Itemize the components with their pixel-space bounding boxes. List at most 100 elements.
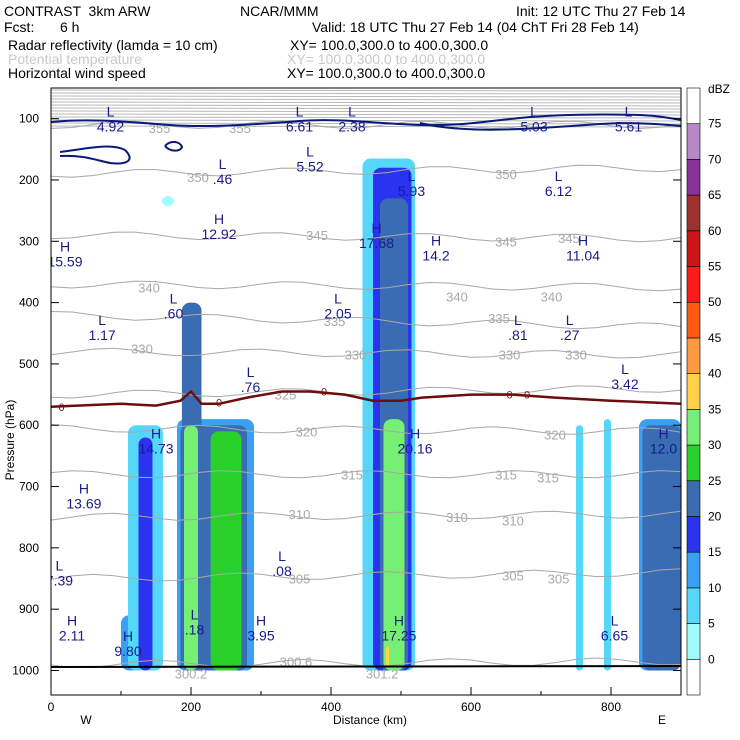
extremum-value: 3.42	[611, 376, 638, 392]
theta-contour-340	[51, 280, 681, 292]
theta-label: 310	[502, 513, 524, 528]
theta-contour-310	[51, 510, 681, 521]
extremum-value: 13.69	[66, 496, 101, 512]
extremum-value: 14.2	[422, 247, 449, 263]
colorbar-swatch	[686, 409, 701, 446]
colorbar-swatch	[686, 337, 701, 374]
extremum-value: 5.93	[398, 183, 425, 199]
high-marker: H	[123, 628, 133, 644]
theta-label: 340	[446, 289, 468, 304]
reflectivity-cell-30dbz	[383, 419, 405, 671]
y-tick-label: 800	[19, 541, 39, 555]
low-marker: L	[625, 104, 633, 120]
wind-zero-label: 0	[506, 390, 512, 402]
theta-label: 345	[558, 231, 580, 246]
theta-label: 345	[495, 234, 517, 249]
field1-name: Radar reflectivity (lamda = 10 cm)	[8, 37, 218, 53]
extremum-value: 12.0	[650, 441, 677, 457]
y-tick-label: 100	[19, 112, 39, 126]
extremum-value: 17.25	[381, 628, 416, 644]
extremum-value: 17.68	[359, 235, 394, 251]
theta-contour-325	[51, 385, 681, 399]
low-marker: L	[306, 144, 314, 160]
colorbar-label: 10	[708, 581, 722, 595]
extremum-value: .46	[213, 171, 233, 187]
theta-label: 320	[296, 424, 318, 439]
valid-time: Valid: 18 UTC Thu 27 Feb 14 (04 ChT Fri …	[312, 19, 639, 35]
theta-label: 350	[495, 167, 517, 182]
wind-zero-label: 0	[58, 402, 64, 414]
high-marker: H	[658, 426, 668, 442]
colorbar-label: 45	[708, 331, 722, 345]
hatch-line	[51, 89, 681, 92]
y-tick-label: 600	[19, 418, 39, 432]
low-marker: L	[514, 312, 522, 328]
colorbar-label: 40	[708, 367, 722, 381]
theta-label: 300.2	[175, 667, 208, 682]
field3-xy: XY= 100.0,300.0 to 400.0,300.0	[287, 65, 486, 81]
high-marker: H	[394, 613, 404, 629]
colorbar: 0 5 10 15 20 25 30 35 40 45 50 55 60 65 70 75	[686, 87, 722, 696]
extremum-value: .27	[560, 327, 580, 343]
reflectivity-cell-5dbz	[576, 425, 583, 671]
extremum-value: .81	[508, 327, 528, 343]
theta-label: 300.6	[280, 654, 313, 669]
colorbar-swatch	[686, 159, 701, 196]
theta-label: 335	[324, 314, 346, 329]
colorbar-label: 15	[708, 545, 722, 559]
theta-label: 305	[502, 568, 524, 583]
fcst-value: 6 h	[60, 19, 80, 35]
low-marker: L	[566, 312, 574, 328]
wind-contour-loop-left	[59, 145, 131, 165]
wind-contour-upper	[51, 113, 681, 128]
colorbar-label: 60	[708, 224, 722, 238]
low-marker: L	[530, 104, 538, 120]
theta-label: 310	[446, 510, 468, 525]
colorbar-swatch	[686, 516, 701, 553]
wind-zero-label: 0	[321, 387, 327, 399]
y-tick-label: 900	[19, 602, 39, 616]
low-marker: L	[348, 104, 356, 120]
colorbar-label: 20	[708, 509, 722, 523]
colorbar-unit: dBZ	[708, 82, 730, 96]
colorbar-label: 5	[708, 617, 715, 631]
colorbar-swatch	[686, 444, 701, 482]
small-echo	[162, 196, 174, 206]
colorbar-swatch	[686, 658, 701, 696]
high-marker: H	[256, 613, 266, 629]
low-marker: L	[170, 291, 178, 307]
x-tick-label: 800	[601, 700, 621, 714]
high-marker: H	[67, 613, 77, 629]
high-marker: H	[431, 232, 441, 248]
extremum-value: 20.16	[397, 441, 432, 457]
theta-contour-320	[51, 424, 681, 435]
high-marker: H	[410, 426, 420, 442]
hatch-line	[51, 125, 681, 128]
colorbar-label: 30	[708, 438, 722, 452]
init-time: Init: 12 UTC Thu 27 Feb 14	[516, 3, 686, 19]
colorbar-label: 35	[708, 402, 722, 416]
y-tick-label: 200	[19, 173, 39, 187]
low-marker: L	[107, 104, 115, 120]
reflectivity-cell-20dbz	[642, 425, 681, 671]
extremum-value: .60	[164, 306, 184, 322]
field2-name: Potential temperature	[8, 51, 142, 67]
extremum-value: .08	[272, 563, 292, 579]
extremum-value: .18	[185, 621, 205, 637]
extremum-value: 7.39	[46, 572, 73, 588]
high-marker: H	[214, 211, 224, 227]
extremum-value: .76	[241, 379, 261, 395]
theta-label: 340	[138, 280, 160, 295]
extremum-value: 4.92	[97, 119, 124, 135]
wind-zero-label: 0	[216, 398, 222, 410]
plot-frame	[50, 87, 682, 696]
colorbar-swatch	[686, 87, 701, 125]
high-marker: H	[79, 481, 89, 497]
extremum-value: 2.05	[324, 306, 351, 322]
wind-contour-right	[419, 122, 681, 131]
low-marker: L	[98, 312, 106, 328]
x-tick-label: 200	[181, 700, 201, 714]
theta-label: 320	[544, 427, 566, 442]
theta-label: 335	[488, 311, 510, 326]
x-axis-west-label: W	[80, 713, 92, 727]
